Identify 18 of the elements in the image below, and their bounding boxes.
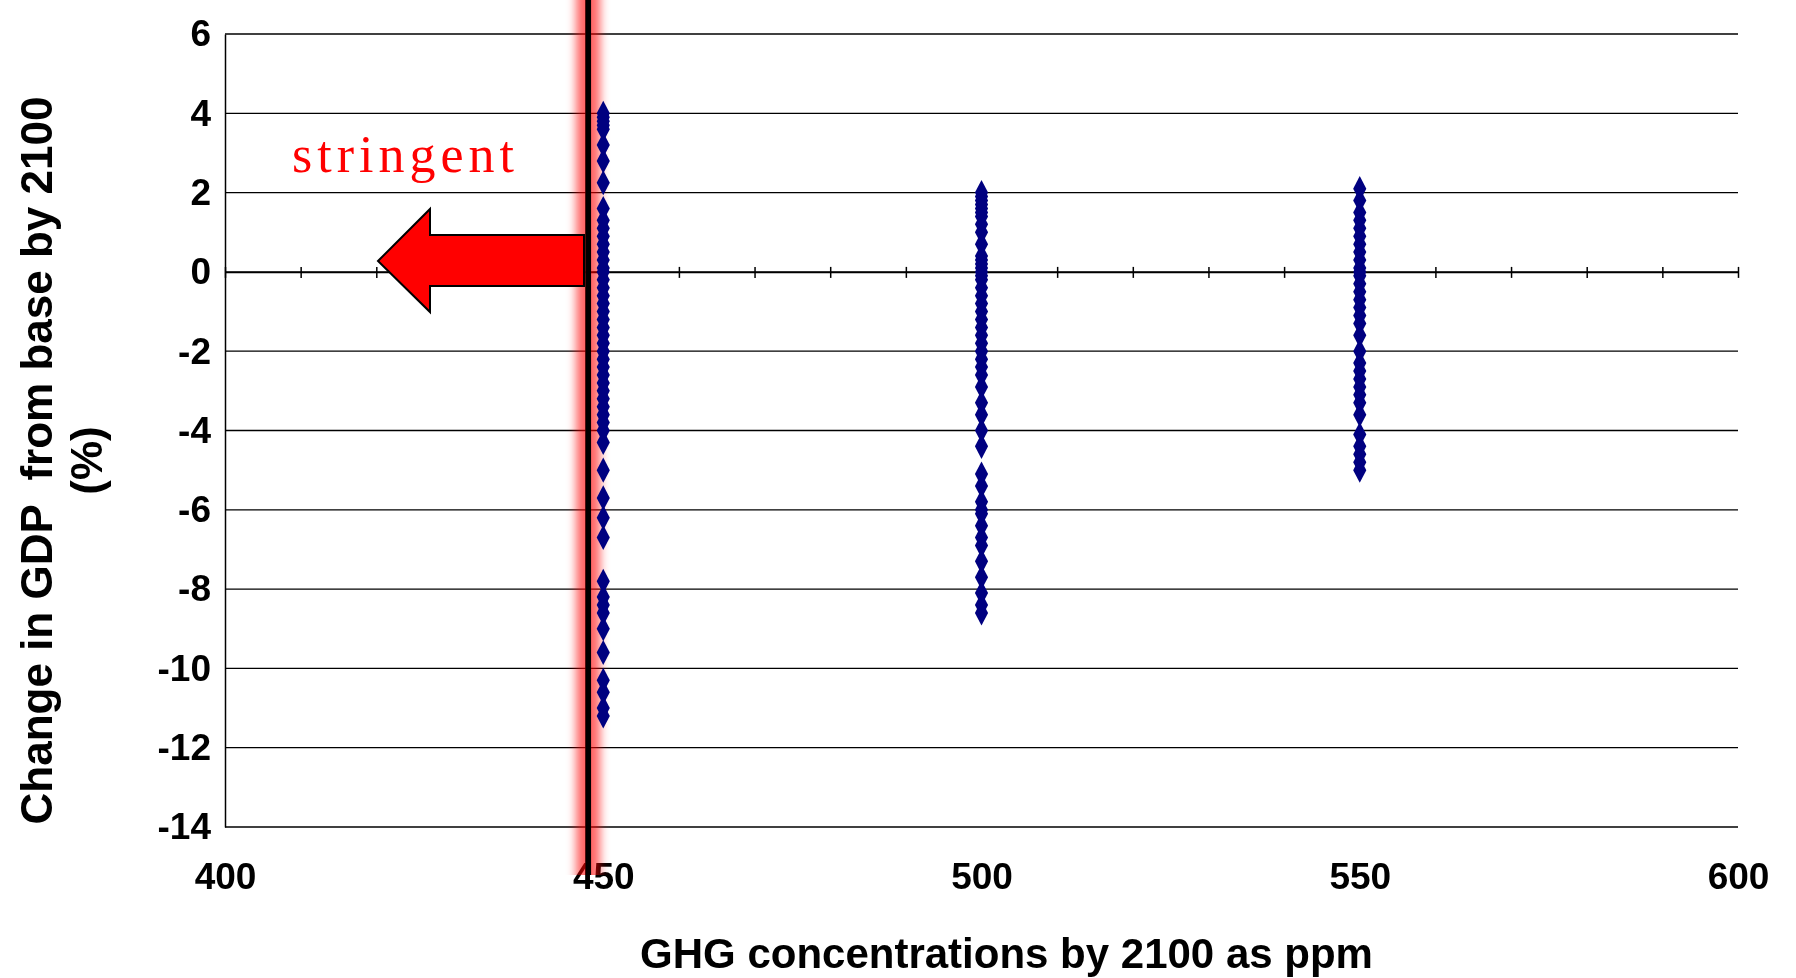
y-tick-label: -6 [178, 489, 211, 531]
annotation: stringent [292, 126, 519, 183]
x-tick-label: 600 [1707, 856, 1770, 898]
y-tick-label: -10 [157, 647, 211, 689]
y-tick-label: -8 [178, 568, 211, 610]
x-tick-label: 550 [1329, 856, 1392, 898]
x-tick-label: 400 [194, 856, 257, 898]
y-tick-label: -12 [157, 727, 211, 769]
y-tick-label: 2 [190, 171, 211, 213]
y-tick-label: 0 [190, 251, 211, 293]
y-axis-title: Change in GDP from base by 2100 (%) [12, 96, 111, 825]
x-axis-title: GHG concentrations by 2100 as ppm [640, 930, 1373, 977]
y-tick-label: -14 [157, 806, 212, 848]
y-tick-label: -4 [178, 409, 212, 451]
x-tick-label: 500 [951, 856, 1013, 898]
y-tick-label: -2 [178, 330, 211, 372]
y-tick-label: 6 [190, 13, 211, 55]
y-tick-label: 4 [190, 92, 212, 134]
